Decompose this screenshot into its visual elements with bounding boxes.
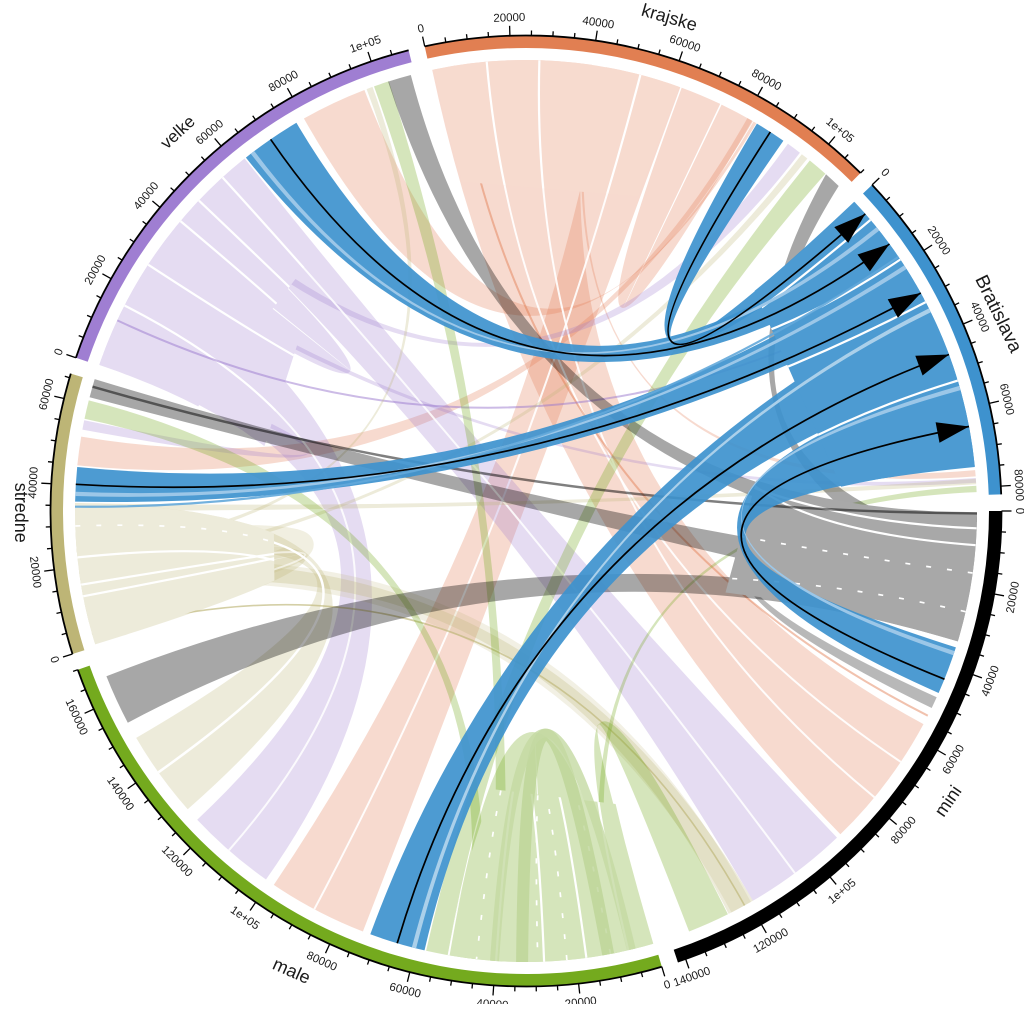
svg-text:80000: 80000 xyxy=(1011,469,1024,502)
svg-text:stredne: stredne xyxy=(11,483,31,543)
svg-text:40000: 40000 xyxy=(476,998,509,1004)
svg-text:20000: 20000 xyxy=(493,12,525,25)
svg-text:0: 0 xyxy=(1013,508,1024,514)
